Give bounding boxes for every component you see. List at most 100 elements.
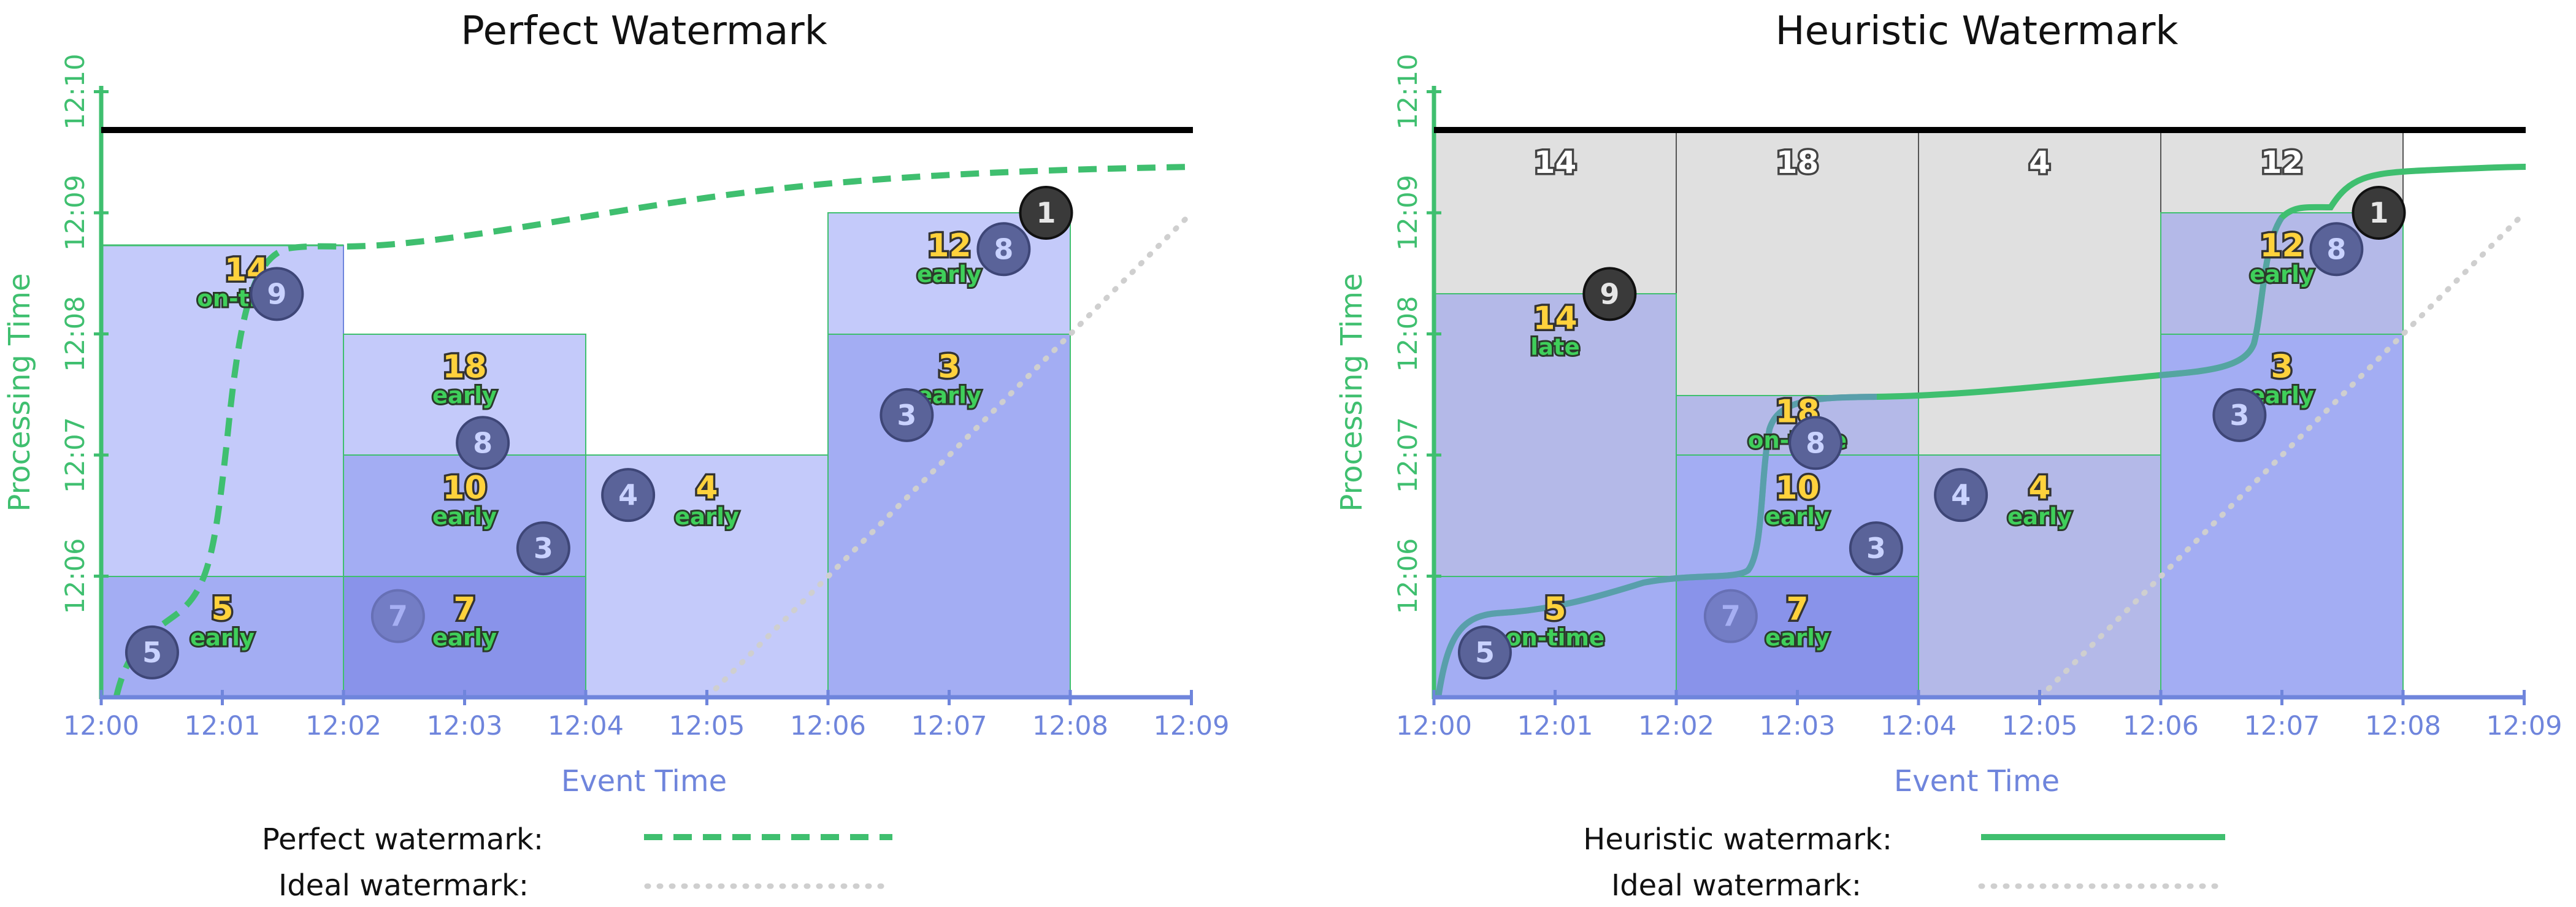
pane-output-count: 4 [2028, 470, 2050, 507]
late-pane-window-3 [1918, 129, 2161, 456]
data-point: 8 [456, 416, 510, 470]
y-tick-label: 12:06 [60, 538, 91, 614]
data-point-value: 8 [994, 232, 1013, 266]
heuristic-watermark-panel: Heuristic Watermark 14 18 4 12 12:00 12:01 12… [1335, 9, 2562, 903]
legend-label-heuristic: Heuristic watermark: [1583, 822, 1892, 857]
data-point: 3 [2212, 388, 2267, 442]
data-point: 8 [976, 222, 1031, 277]
pane-output-count: 7 [453, 591, 475, 628]
pane-window-2-lower [343, 576, 586, 698]
legend: Perfect watermark: Ideal watermark: [262, 822, 895, 903]
panel-title: Heuristic Watermark [1776, 9, 2179, 54]
data-point-value: 8 [1806, 426, 1825, 459]
data-point: 3 [880, 388, 934, 442]
legend: Heuristic watermark: Ideal watermark: [1583, 822, 2228, 903]
pane-output-timing: early [675, 503, 739, 530]
heuristic-watermark-overlap [1435, 394, 1877, 698]
x-tick-label: 12:04 [1880, 711, 1957, 741]
x-tick-label: 12:08 [2365, 711, 2441, 741]
pane-total: 14 [1534, 145, 1577, 180]
pane-output-count: 12 [927, 228, 971, 264]
data-point: 5 [125, 625, 179, 679]
x-tick-label: 12:09 [1154, 711, 1230, 741]
data-point-value: 7 [1721, 600, 1741, 633]
pane-output-count: 5 [1544, 591, 1566, 628]
y-axis-label: Processing Time [2, 273, 37, 511]
pane-output-count: 12 [2260, 228, 2304, 264]
pane-window-2-upper [343, 334, 586, 456]
pane-window-4-lower [827, 334, 1071, 698]
late-pane-window-1 [1433, 129, 1677, 294]
x-axis-label: Event Time [561, 764, 727, 798]
x-tick-label: 12:04 [548, 711, 624, 741]
pane-output-timing: early [432, 625, 497, 651]
x-tick-label: 12:02 [1638, 711, 1714, 741]
window-panes [1433, 129, 2404, 698]
legend-label-ideal: Ideal watermark: [1611, 868, 1861, 903]
data-point-value: 9 [267, 277, 286, 310]
pane-output-timing: early [432, 383, 497, 409]
data-point-value: 3 [534, 532, 553, 565]
x-tick-label: 12:07 [911, 711, 987, 741]
pane-window-2-lower [1676, 576, 1919, 698]
x-tick-label: 12:02 [305, 711, 381, 741]
perfect-watermark-panel: Perfect Watermark 12:00 12:01 12:02 12:03 12… [2, 9, 1229, 903]
pane-total: 18 [1776, 145, 1819, 180]
legend-label-ideal: Ideal watermark: [278, 868, 529, 903]
data-point: 9 [1582, 267, 1637, 321]
data-point: 4 [601, 468, 656, 522]
x-ticks: 12:00 12:01 12:02 12:03 12:04 12:05 12:06 12:07… [1396, 690, 2562, 741]
pane-output-count: 14 [1533, 300, 1577, 337]
pane-output-timing: early [432, 503, 497, 530]
data-point-value: 9 [1600, 277, 1619, 310]
data-point: 3 [1849, 521, 1903, 576]
pane-output-count: 10 [1775, 470, 1819, 507]
data-point-value: 3 [2229, 399, 2249, 432]
data-point: 1 [1019, 186, 1073, 240]
x-tick-label: 12:06 [790, 711, 866, 741]
x-ticks: 12:00 12:01 12:02 12:03 12:04 12:05 12:06 12:07… [63, 690, 1229, 741]
ideal-watermark-line [2037, 212, 2523, 699]
pane-output-timing: early [1765, 625, 1830, 651]
data-point-value: 1 [2369, 196, 2388, 229]
pane-output-timing: early [1765, 503, 1830, 530]
x-axis-label: Event Time [1894, 764, 2060, 798]
pane-output-count: 3 [938, 349, 960, 386]
y-tick-label: 12:08 [60, 296, 91, 372]
pane-output-label: 5on-time [1504, 589, 1606, 653]
ideal-watermark-line [704, 212, 1190, 699]
pane-output-timing: early [2250, 261, 2314, 288]
pane-output-count: 4 [696, 470, 718, 507]
perfect-watermark-line [113, 164, 1194, 697]
y-tick-label: 12:10 [1393, 54, 1424, 130]
y-axis-label: Processing Time [1335, 273, 1369, 511]
y-tick-label: 12:09 [1393, 175, 1424, 251]
y-tick-label: 12:07 [60, 417, 91, 493]
pane-total: 12 [2261, 145, 2304, 180]
x-tick-label: 12:03 [427, 711, 503, 741]
pane-total: 4 [2029, 145, 2050, 180]
data-point: 8 [2309, 222, 2364, 277]
panel-title: Perfect Watermark [461, 9, 827, 54]
data-point-value: 5 [1475, 636, 1495, 669]
pane-output-timing: early [190, 625, 255, 651]
pane-output-count: 10 [442, 470, 486, 507]
data-point-value: 3 [1866, 532, 1886, 565]
y-tick-label: 12:10 [60, 54, 91, 130]
pane-output-count: 5 [211, 591, 233, 628]
data-point: 7 [1703, 589, 1758, 643]
data-point: 1 [2352, 186, 2406, 240]
data-point: 7 [370, 589, 425, 643]
